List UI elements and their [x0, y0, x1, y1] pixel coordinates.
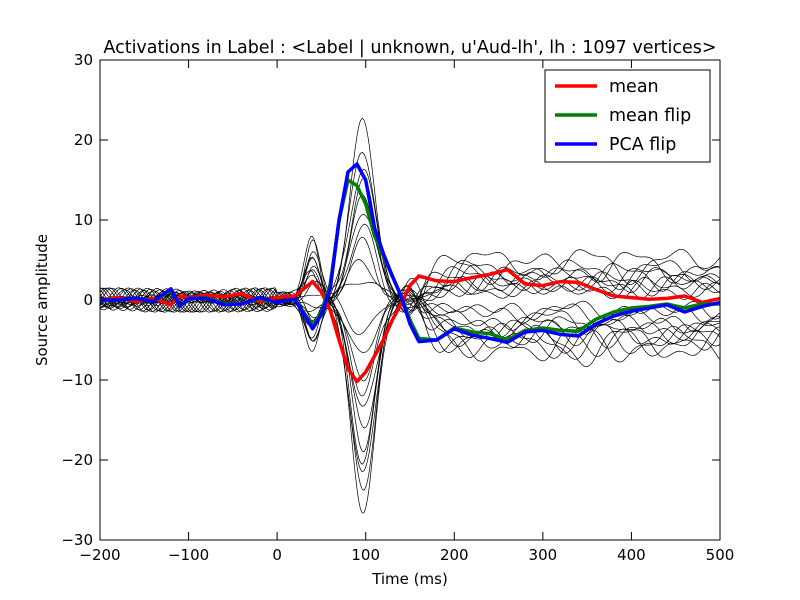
series-line-pca-flip	[100, 162, 721, 345]
y-tick-label: −20	[61, 451, 93, 469]
vertex-trace	[99, 270, 721, 397]
y-tick-label: 20	[74, 131, 93, 149]
series-lines	[99, 162, 721, 384]
x-tick-label: −100	[168, 546, 209, 564]
x-tick-label: 100	[351, 546, 380, 564]
legend-label: mean flip	[609, 106, 691, 126]
y-axis-label: Source amplitude	[33, 234, 51, 366]
x-tick-label: 400	[617, 546, 646, 564]
y-tick-label: 0	[83, 291, 93, 309]
legend: mean mean flip PCA flip	[544, 69, 711, 163]
x-tick-label: 300	[529, 546, 558, 564]
series-line-mean	[99, 267, 721, 384]
vertex-trace	[99, 236, 721, 514]
y-tick-label: −10	[61, 371, 93, 389]
legend-label: mean	[609, 77, 659, 97]
vertex-trace	[99, 117, 721, 352]
x-tick-label: 0	[272, 546, 282, 564]
legend-label: PCA flip	[609, 135, 676, 155]
x-tick-label: 500	[706, 546, 735, 564]
y-tick-label: 30	[74, 51, 93, 69]
x-tick-label: −200	[79, 546, 120, 564]
y-tick-label: 10	[74, 211, 93, 229]
chart-title: Activations in Label : <Label | unknown,…	[103, 38, 716, 58]
vertex-trace	[99, 251, 721, 473]
x-axis-label: Time (ms)	[371, 570, 448, 588]
vertex-trace	[99, 265, 721, 429]
y-tick-label: −30	[61, 531, 93, 549]
vertex-trace	[99, 239, 721, 491]
vertex-trace	[99, 223, 721, 324]
x-tick-label: 200	[440, 546, 469, 564]
series-line-mean-flip	[100, 178, 720, 342]
vertex-trace	[99, 269, 721, 382]
vertex-trace	[99, 257, 721, 453]
plot-frame	[99, 59, 721, 541]
vertex-trace	[99, 177, 721, 339]
